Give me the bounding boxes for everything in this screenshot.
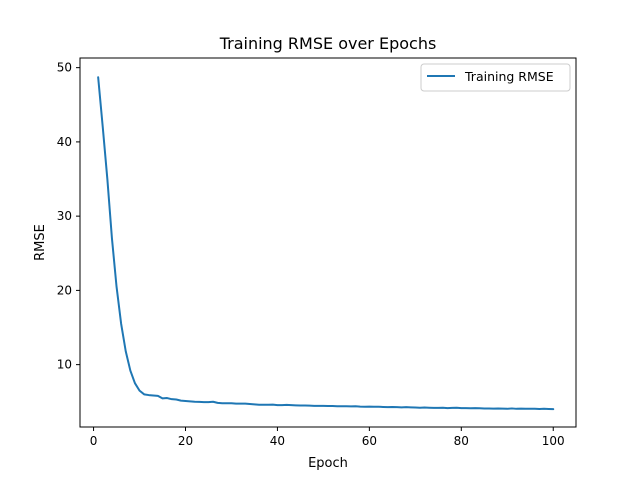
y-axis-label: RMSE (33, 224, 48, 261)
chart-title: Training RMSE over Epochs (219, 34, 437, 53)
y-tick-label: 20 (57, 283, 72, 297)
x-tick-label: 0 (90, 434, 98, 448)
legend: Training RMSE (420, 63, 571, 92)
plot-frame (79, 57, 577, 428)
series-line-training-rmse (97, 76, 555, 411)
x-tick-label: 100 (542, 434, 565, 448)
y-tick-label: 50 (57, 61, 72, 75)
x-tick-label: 80 (454, 434, 469, 448)
plot-area (97, 76, 555, 411)
y-tick-label: 10 (57, 358, 72, 372)
y-tick-label: 40 (57, 135, 72, 149)
x-tick-label: 20 (178, 434, 193, 448)
legend-label: Training RMSE (464, 69, 554, 84)
x-tick-label: 40 (270, 434, 285, 448)
legend-box (420, 63, 571, 92)
y-tick-label: 30 (57, 209, 72, 223)
x-axis-label: Epoch (308, 456, 348, 471)
x-tick-label: 60 (362, 434, 377, 448)
axis-ticks: 0 20 40 60 80 100 10 20 30 40 50 (57, 61, 565, 448)
